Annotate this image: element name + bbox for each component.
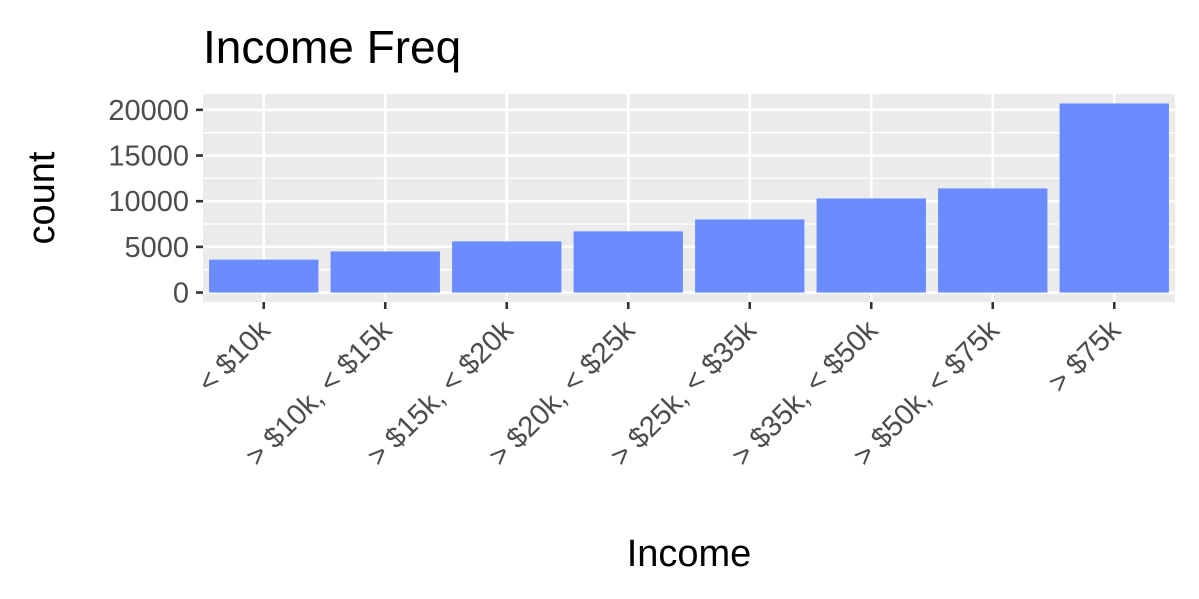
bar (938, 188, 1048, 293)
bar (816, 198, 926, 293)
bar (452, 241, 562, 293)
bar (573, 231, 683, 293)
y-tick-label: 0 (173, 278, 189, 310)
x-axis-title: Income (627, 533, 752, 575)
x-axis: < $10k> $10k, < $15k> $15k, < $20k> $20k… (192, 302, 1128, 473)
x-tick-label: < $10k (192, 314, 277, 399)
bar (209, 259, 319, 293)
y-tick-label: 10000 (108, 186, 189, 218)
chart-title: Income Freq (203, 21, 461, 73)
bar (1059, 103, 1169, 293)
bars (209, 103, 1169, 293)
y-tick-label: 5000 (124, 232, 189, 264)
y-tick-label: 15000 (108, 141, 189, 173)
bar (695, 219, 805, 293)
x-tick-label: > $75k (1042, 314, 1127, 399)
y-tick-label: 20000 (108, 95, 189, 127)
y-axis-title: count (21, 151, 63, 244)
y-axis: 0 5000 10000 15000 20000 (108, 95, 203, 310)
bar (330, 251, 440, 293)
